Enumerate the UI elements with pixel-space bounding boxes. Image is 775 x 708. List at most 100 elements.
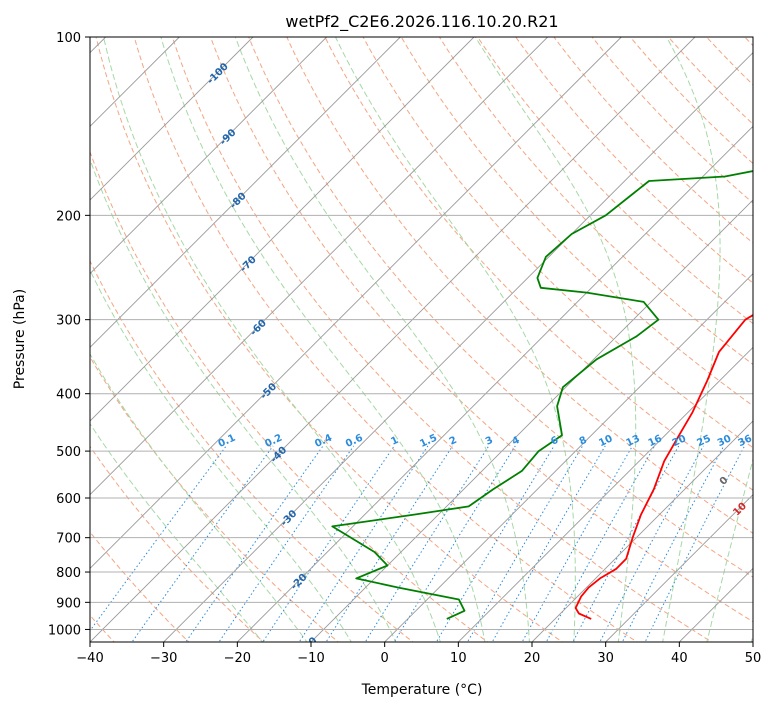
moist-adiabat-label-1: 10 — [731, 501, 749, 519]
isotherm-10 — [458, 346, 753, 642]
y-tick-label-1000: 1000 — [48, 623, 81, 638]
x-tick-label--40: −40 — [76, 651, 103, 666]
mixing-ratio-line-11 — [491, 445, 606, 642]
mixing-ratio-label-13: 16 — [647, 433, 664, 449]
dry-adiabat-26 — [629, 37, 753, 165]
moist-adiabat-8 — [474, 37, 637, 642]
isotherm-m100 — [90, 37, 254, 201]
plot-area — [90, 24, 775, 645]
mixing-ratio-label-7: 3 — [484, 435, 495, 448]
mixing-ratio-label-10: 8 — [578, 435, 589, 448]
x-tick-label-10: 10 — [450, 651, 467, 666]
isotherm-m10 — [310, 199, 753, 642]
chart-title: wetPf2_C2E6.2026.116.10.20.R21 — [285, 12, 558, 32]
y-tick-label-800: 800 — [56, 566, 81, 581]
dry-adiabat-label-1: -90 — [218, 127, 239, 148]
dry-adiabat-27 — [667, 37, 753, 125]
x-tick-label-30: 30 — [597, 651, 614, 666]
dry-adiabat-24 — [553, 37, 753, 244]
dry-adiabat-10 — [90, 259, 414, 642]
mixing-ratio-label-14: 20 — [671, 433, 688, 449]
isotherm-50 — [752, 641, 753, 642]
mixing-ratio-label-12: 13 — [625, 433, 642, 449]
moist-adiabat-10 — [706, 457, 753, 642]
dry-adiabat-label-9: -10 — [299, 635, 320, 656]
x-tick-label--20: −20 — [224, 651, 251, 666]
isotherm-m40 — [90, 37, 696, 642]
dry-adiabat-label-4: -60 — [248, 318, 269, 339]
mixing-ratio-line-1 — [131, 445, 274, 642]
mixing-ratio-line-5 — [298, 445, 429, 642]
y-tick-label-600: 600 — [56, 492, 81, 507]
x-tick-label-40: 40 — [671, 651, 688, 666]
dry-adiabat-14 — [171, 37, 713, 642]
dry-adiabat-28 — [705, 37, 753, 86]
mixing-ratio-line-6 — [325, 445, 454, 642]
isotherm-m70 — [90, 37, 475, 422]
dry-adiabat-label-5: -50 — [259, 381, 280, 402]
mixing-ratio-line-8 — [393, 445, 516, 642]
mixing-ratio-line-15 — [599, 445, 704, 642]
dry-adiabat-9 — [90, 356, 340, 642]
dry-adiabat-13 — [133, 37, 638, 642]
moist-adiabat-7 — [335, 37, 576, 642]
axes: −40 −30 −20 −10 0 10 20 30 40 5010020030040050060… — [48, 31, 761, 666]
y-tick-label-400: 400 — [56, 388, 81, 403]
mixing-ratio-line-16 — [621, 445, 725, 642]
mixing-ratio-label-4: 1 — [389, 435, 400, 448]
line-labels: -100-90-80-70-60-50-40-30-20-100.1 0.2 0.4… — [205, 61, 754, 656]
x-tick-label--30: −30 — [150, 651, 177, 666]
dry-adiabat-16 — [248, 37, 753, 578]
x-tick-label-0: 0 — [381, 651, 389, 666]
y-tick-label-300: 300 — [56, 314, 81, 329]
moist-adiabat-label-0: 0 — [718, 475, 731, 488]
mixing-ratio-line-4 — [262, 445, 395, 642]
mixing-ratio-label-8: 4 — [510, 435, 521, 448]
isotherm-40 — [679, 567, 753, 642]
isotherm-m80 — [90, 37, 401, 348]
dry-adiabat-30 — [770, 24, 775, 645]
moist-adiabat-11 — [750, 633, 753, 642]
plot-frame — [89, 36, 754, 643]
mixing-ratio-label-16: 30 — [716, 433, 733, 449]
isotherm-m50 — [90, 37, 622, 569]
dry-adiabat-11 — [90, 150, 489, 642]
dry-adiabat-21 — [438, 37, 753, 366]
dry-adiabat-label-8: -20 — [289, 572, 310, 593]
isotherm-m20 — [237, 125, 753, 642]
dewpoint-profile — [331, 170, 753, 620]
dry-adiabat-29 — [744, 37, 753, 47]
mixing-ratio-line-3 — [218, 445, 355, 642]
moist-adiabat-1 — [90, 353, 308, 642]
dry-adiabat-8 — [90, 445, 265, 642]
isotherm-m30 — [163, 52, 753, 642]
dry-adiabat-20 — [400, 37, 753, 407]
isotherm-m90 — [90, 37, 327, 275]
y-tick-label-500: 500 — [56, 445, 81, 460]
mixing-ratio-line-2 — [185, 445, 324, 642]
mixing-ratio-label-3: 0.6 — [344, 433, 365, 450]
y-tick-label-200: 200 — [56, 209, 81, 224]
mixing-ratio-label-17: 36 — [737, 433, 754, 449]
mixing-ratio-line-10 — [466, 445, 584, 642]
dry-adiabat-19 — [362, 37, 753, 449]
x-tick-label-50: 50 — [745, 651, 762, 666]
isotherm-m60 — [90, 37, 548, 496]
x-tick-label-20: 20 — [524, 651, 541, 666]
dry-adiabat-17 — [286, 37, 753, 534]
moist-adiabat-3 — [90, 158, 397, 642]
mixing-ratio-label-15: 25 — [695, 433, 712, 449]
y-tick-label-100: 100 — [56, 31, 81, 46]
isotherm-0 — [384, 273, 753, 642]
isotherm-20 — [531, 420, 753, 642]
isotherm-30 — [605, 494, 753, 642]
y-tick-label-700: 700 — [56, 532, 81, 547]
moist-adiabat-4 — [103, 37, 441, 642]
x-tick-label--10: −10 — [297, 651, 324, 666]
mixing-ratio-label-0: 0.1 — [217, 433, 238, 450]
mixing-ratio-line-12 — [521, 445, 633, 642]
mixing-ratio-label-11: 10 — [597, 433, 614, 449]
moist-adiabat-5 — [160, 37, 486, 642]
dry-adiabat-label-2: -80 — [228, 191, 249, 212]
